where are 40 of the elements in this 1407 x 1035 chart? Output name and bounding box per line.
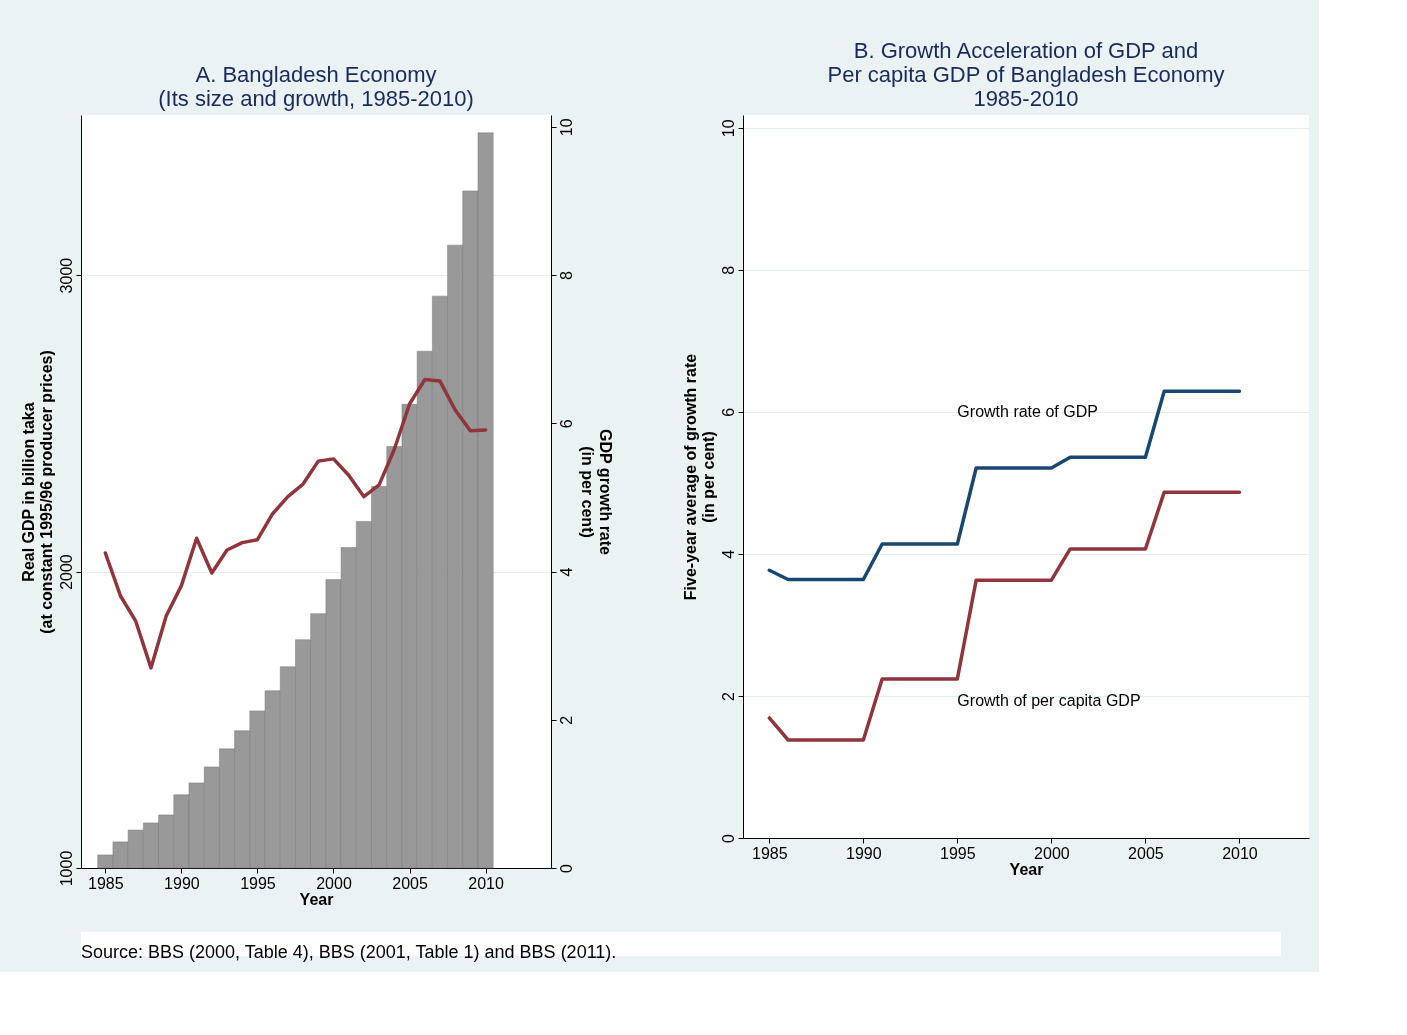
x-tick-label: 2005 — [1128, 844, 1164, 862]
y-tick-label: 2000 — [57, 554, 75, 590]
y-tick-label: 10 — [719, 119, 737, 138]
x-axis-title: Year — [1009, 860, 1044, 878]
y-tick-label: 4 — [719, 549, 737, 559]
x-tick-label: 1990 — [164, 874, 200, 892]
text: Growth rate of GDP — [957, 402, 1098, 420]
y2-tick-label: 8 — [557, 271, 575, 281]
y-tick-label: 3000 — [57, 257, 75, 294]
x-tick-label: 1990 — [846, 844, 882, 862]
y2-tick-label: 4 — [557, 567, 575, 577]
x-tick-label: 2005 — [392, 874, 428, 892]
x-tick-label: 2010 — [1222, 844, 1258, 862]
y2-tick-label: 2 — [557, 715, 575, 725]
y-tick-label: 8 — [719, 265, 737, 275]
x-tick-label: 1995 — [240, 874, 276, 892]
chart-title: A. Bangladesh Economy (Its size and growth, 1985-2010) — [158, 62, 474, 111]
y-axis-title: Real GDP in billion taka (at constant 1995/96 producer prices) — [19, 350, 55, 634]
x-tick-label: 1995 — [940, 844, 976, 862]
chart-title: B. Growth Acceleration of GDP and Per capita GDP of Bangladesh Economy 1985-2010 — [827, 38, 1225, 111]
y-axis-title: Five-year average of growth rate (in per cent) — [681, 353, 717, 601]
source-note: Source: BBS (2000, Table 4), BBS (2001, Table 1) and BBS (2011). — [81, 942, 617, 962]
line-series — [767, 490, 1242, 742]
x-tick-label: 1985 — [752, 844, 788, 862]
x-tick-label: 2000 — [1034, 844, 1070, 862]
x-tick-label: 2010 — [468, 874, 504, 892]
y2-tick-label: 0 — [557, 863, 575, 873]
y-tick-label: 6 — [719, 407, 737, 417]
y2-axis-title: GDP growth rate (in per cent) — [578, 429, 614, 556]
y-tick-label: 0 — [719, 833, 737, 843]
x-tick-label: 1985 — [88, 874, 124, 892]
series-label: Growth of per capita GDP — [957, 691, 1141, 709]
y-tick-label: 2 — [719, 691, 737, 701]
line-series — [103, 377, 488, 670]
x-axis-title: Year — [299, 890, 334, 908]
y2-tick-label: 10 — [557, 118, 575, 137]
line-series — [767, 389, 1242, 582]
y2-tick-label: 6 — [557, 419, 575, 429]
y-tick-label: 1000 — [57, 850, 75, 887]
x-tick-label: 2000 — [316, 874, 352, 892]
